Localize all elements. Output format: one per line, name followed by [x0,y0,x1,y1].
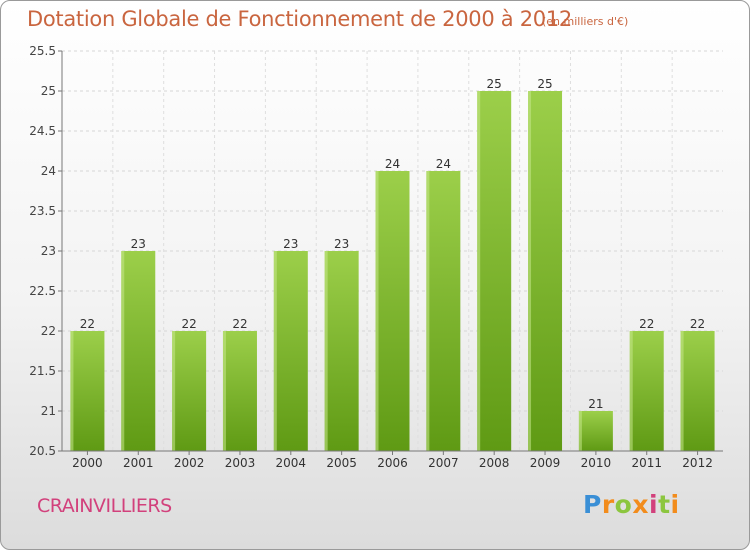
logo-letter: i [670,490,680,519]
proxiti-logo[interactable]: Proxiti [583,490,680,519]
axes [58,50,723,455]
logo-letter: r [601,490,615,519]
bar [375,171,410,451]
y-tick-label: 21.5 [29,364,56,378]
bar-value-label: 23 [131,237,146,251]
x-tick-label: 2009 [530,456,561,470]
bar-highlight [70,331,74,451]
bar [578,411,613,451]
bar-value-label: 24 [385,157,400,171]
bar [121,251,156,451]
x-tick-label: 2002 [174,456,205,470]
bar-value-label: 23 [334,237,349,251]
y-tick-label: 22 [41,324,56,338]
logo-letter: x [632,490,649,519]
x-tick-label: 2010 [581,456,612,470]
x-tick-label: 2003 [225,456,256,470]
x-tick-label: 2000 [72,456,103,470]
bar-value-label: 25 [537,77,552,91]
logo-letter: o [614,490,633,519]
bar-highlight [629,331,633,451]
town-name: CRAINVILLIERS [37,495,172,517]
y-tick-label: 21 [41,404,56,418]
bar [477,91,512,451]
bar [324,251,359,451]
x-tick-label: 2011 [631,456,662,470]
labels: 20.5 21 21.5 22 22.5 23 23.5 24 24.5 25 25.5 22 2000… [29,44,713,470]
x-tick-label: 2007 [428,456,459,470]
x-tick-label: 2012 [682,456,713,470]
bar [273,251,308,451]
y-tick-label: 22.5 [29,284,56,298]
bar-value-label: 25 [487,77,502,91]
bar-value-label: 22 [690,317,705,331]
bar-highlight [273,251,277,451]
bar [426,171,461,451]
bar-value-label: 24 [436,157,451,171]
x-tick-label: 2008 [479,456,510,470]
bar-value-label: 22 [639,317,654,331]
bar-highlight [172,331,176,451]
bar-highlight [680,331,684,451]
bar-highlight [528,91,532,451]
logo-letter: t [658,490,671,519]
bar-value-label: 22 [181,317,196,331]
bar-highlight [578,411,582,451]
y-tick-label: 24.5 [29,124,56,138]
x-tick-label: 2004 [276,456,307,470]
x-tick-label: 2006 [377,456,408,470]
x-tick-label: 2001 [123,456,154,470]
logo-letter: P [583,490,602,519]
bar [70,331,105,451]
bar [222,331,257,451]
bar [172,331,207,451]
y-tick-label: 25.5 [29,44,56,58]
bars [70,91,715,451]
bar-value-label: 22 [80,317,95,331]
bar [629,331,664,451]
chart-title: Dotation Globale de Fonctionnement de 20… [27,7,572,31]
bar-highlight [477,91,481,451]
bar [680,331,715,451]
logo-letter: i [649,490,659,519]
y-tick-label: 23 [41,244,56,258]
bar-highlight [375,171,379,451]
bar-highlight [324,251,328,451]
chart-unit: (en milliers d'€) [542,15,629,28]
bar-value-label: 21 [588,397,603,411]
bar-highlight [121,251,125,451]
x-tick-label: 2005 [326,456,357,470]
bar-value-label: 22 [232,317,247,331]
bar-highlight [426,171,430,451]
bar [528,91,563,451]
y-tick-label: 25 [41,84,56,98]
y-tick-label: 23.5 [29,204,56,218]
bar-highlight [222,331,226,451]
y-tick-label: 24 [41,164,56,178]
y-tick-label: 20.5 [29,444,56,458]
bar-value-label: 23 [283,237,298,251]
